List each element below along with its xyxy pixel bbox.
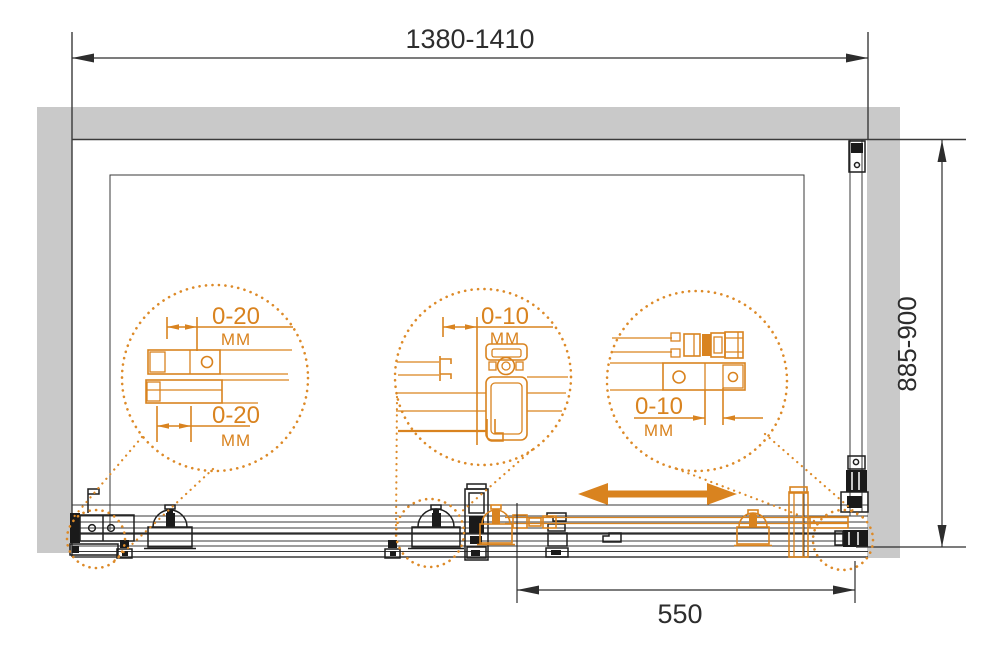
detail-center-value: 0-10 bbox=[481, 303, 529, 330]
wall-top bbox=[37, 107, 900, 140]
arrowhead-left bbox=[517, 585, 539, 595]
dim-height-label: 885-900 bbox=[892, 296, 922, 391]
orange-roller-left bbox=[477, 504, 557, 546]
dim-door-label: 550 bbox=[657, 599, 702, 629]
orange-wall-bar bbox=[809, 516, 849, 529]
bottom-guide-bracket bbox=[545, 512, 569, 558]
top-right-bracket bbox=[848, 140, 866, 173]
arrowhead-right bbox=[833, 585, 855, 595]
wall-left bbox=[37, 140, 72, 553]
detail-left-bottom-unit: MM bbox=[221, 431, 251, 450]
dimension-door-width: 550 bbox=[516, 503, 856, 629]
detail-bubble bbox=[605, 289, 789, 473]
detail-source-bubble bbox=[394, 497, 466, 569]
detail-right-unit: MM bbox=[644, 421, 674, 440]
arrowhead-right bbox=[846, 53, 868, 63]
wall-right bbox=[867, 140, 900, 558]
black-hardware bbox=[69, 140, 869, 561]
frame-outline bbox=[71, 32, 966, 558]
roller-left bbox=[144, 504, 196, 550]
dimension-width: 1380-1410 bbox=[72, 24, 868, 63]
detail-center-unit: MM bbox=[490, 329, 520, 348]
floor-clip bbox=[602, 532, 622, 543]
orange-sliding-door bbox=[477, 486, 849, 558]
rail-clip bbox=[384, 540, 401, 559]
detail-right-value: 0-10 bbox=[635, 393, 683, 420]
detail-bubble bbox=[120, 283, 310, 473]
detail-left-top-value: 0-20 bbox=[212, 303, 260, 330]
detail-left-top-unit: MM bbox=[221, 330, 251, 349]
dimension-height: 885-900 bbox=[856, 140, 966, 548]
orange-door-stile bbox=[788, 486, 809, 558]
slide-direction-arrow-icon bbox=[578, 483, 737, 505]
detail-circle-roller-profile: 0-10 MM bbox=[393, 287, 573, 569]
detail-source-bubble bbox=[811, 508, 875, 572]
detail-left-bottom-value: 0-20 bbox=[212, 402, 260, 429]
arrowhead-down bbox=[937, 525, 947, 547]
glass-panel-outline bbox=[109, 174, 805, 557]
left-wall-bracket bbox=[69, 488, 135, 556]
rail-clip bbox=[116, 540, 133, 559]
roller-center bbox=[408, 504, 464, 550]
arrowhead-up bbox=[937, 140, 947, 162]
right-wall-assembly bbox=[834, 455, 869, 547]
detail-source-bubble bbox=[65, 508, 127, 570]
detail-circle-left-wall-profile: 0-20 MM 0-20 MM bbox=[65, 283, 310, 570]
orange-roller-right bbox=[734, 509, 772, 547]
detail-circle-right-wall-profile: 0-10 MM bbox=[605, 289, 875, 572]
arrowhead-left bbox=[72, 53, 94, 63]
dim-width-label: 1380-1410 bbox=[405, 24, 534, 54]
detail-bubble bbox=[393, 287, 573, 467]
wall-hatching bbox=[37, 107, 900, 558]
